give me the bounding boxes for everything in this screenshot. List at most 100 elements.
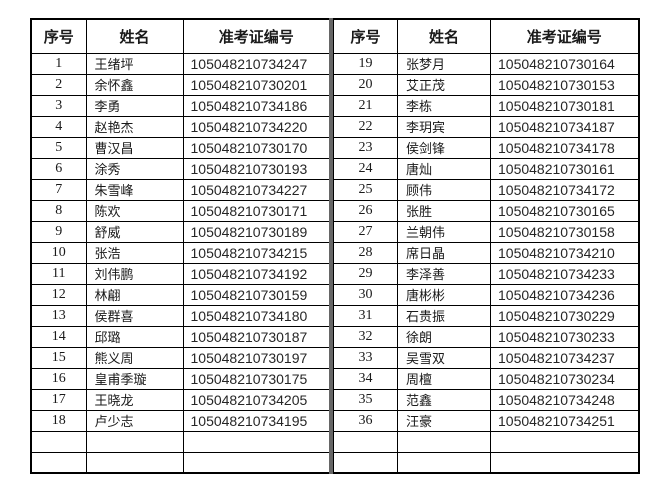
name-cell: 余怀鑫 [85, 73, 184, 96]
table-row [333, 451, 639, 474]
ticket-cell: 105048210734178 [490, 136, 639, 159]
name-cell: 朱雪峰 [85, 178, 184, 201]
seq-cell: 24 [333, 157, 398, 180]
ticket-cell: 105048210734233 [490, 262, 639, 285]
ticket-cell: 105048210730189 [182, 220, 332, 243]
header-name: 姓名 [397, 18, 491, 54]
name-cell: 皇甫季璇 [85, 367, 184, 390]
table-right-body: 19 张梦月 105048210730164 20 艾正茂 105048210730153… [333, 52, 639, 474]
name-cell: 周檀 [397, 367, 491, 390]
table-left: 序号 姓名 准考证编号 1 王绪坪 105048210734247 2 余怀鑫 10504… [30, 18, 333, 474]
table-row: 15 熊义周 105048210730197 [30, 346, 332, 369]
table-row: 29 李泽善 105048210734233 [333, 262, 639, 285]
header-row: 序号 姓名 准考证编号 [30, 18, 332, 54]
name-cell: 邱璐 [85, 325, 184, 348]
table-row: 14 邱璐 105048210730187 [30, 325, 332, 348]
ticket-cell: 105048210734248 [490, 388, 639, 411]
table-row: 25 顾伟 105048210734172 [333, 178, 639, 201]
ticket-cell [490, 430, 639, 453]
ticket-cell: 105048210734187 [490, 115, 639, 138]
table-row: 32 徐朗 105048210730233 [333, 325, 639, 348]
name-cell: 涂秀 [85, 157, 184, 180]
ticket-cell: 105048210730229 [490, 304, 639, 327]
table-row: 3 李勇 105048210734186 [30, 94, 332, 117]
ticket-cell: 105048210734236 [490, 283, 639, 306]
table-right-header: 序号 姓名 准考证编号 [333, 18, 639, 54]
ticket-cell: 105048210734227 [182, 178, 332, 201]
name-cell: 赵艳杰 [85, 115, 184, 138]
table-row: 19 张梦月 105048210730164 [333, 52, 639, 75]
header-ticket: 准考证编号 [182, 18, 332, 54]
table-row: 22 李玥宾 105048210734187 [333, 115, 639, 138]
seq-cell [333, 451, 398, 474]
name-cell [85, 430, 184, 453]
admission-tables: 序号 姓名 准考证编号 1 王绪坪 105048210734247 2 余怀鑫 10504… [30, 18, 640, 474]
name-cell: 艾正茂 [397, 73, 491, 96]
name-cell: 李泽善 [397, 262, 491, 285]
name-cell: 熊义周 [85, 346, 184, 369]
ticket-cell: 105048210734205 [182, 388, 332, 411]
table-row: 4 赵艳杰 105048210734220 [30, 115, 332, 138]
name-cell: 范鑫 [397, 388, 491, 411]
ticket-cell: 105048210734251 [490, 409, 639, 432]
name-cell: 舒威 [85, 220, 184, 243]
seq-cell: 16 [30, 367, 87, 390]
ticket-cell: 105048210730158 [490, 220, 639, 243]
table-row: 9 舒威 105048210730189 [30, 220, 332, 243]
seq-cell: 30 [333, 283, 398, 306]
ticket-cell: 105048210730159 [182, 283, 332, 306]
ticket-cell: 105048210734220 [182, 115, 332, 138]
ticket-cell: 105048210730165 [490, 199, 639, 222]
table-row: 35 范鑫 105048210734248 [333, 388, 639, 411]
seq-cell: 23 [333, 136, 398, 159]
table-right: 序号 姓名 准考证编号 19 张梦月 105048210730164 20 艾正茂 105… [333, 18, 640, 474]
seq-cell: 20 [333, 73, 398, 96]
ticket-cell: 105048210730193 [182, 157, 332, 180]
table-row: 7 朱雪峰 105048210734227 [30, 178, 332, 201]
name-cell: 唐彬彬 [397, 283, 491, 306]
ticket-cell: 105048210730234 [490, 367, 639, 390]
seq-cell: 5 [30, 136, 87, 159]
seq-cell: 18 [30, 409, 87, 432]
seq-cell: 7 [30, 178, 87, 201]
table-row: 24 唐灿 105048210730161 [333, 157, 639, 180]
ticket-cell: 105048210734186 [182, 94, 332, 117]
ticket-cell: 105048210730153 [490, 73, 639, 96]
ticket-cell: 105048210730201 [182, 73, 332, 96]
table-row: 18 卢少志 105048210734195 [30, 409, 332, 432]
seq-cell: 26 [333, 199, 398, 222]
table-row: 36 汪豪 105048210734251 [333, 409, 639, 432]
table-row: 2 余怀鑫 105048210730201 [30, 73, 332, 96]
table-row: 1 王绪坪 105048210734247 [30, 52, 332, 75]
table-row: 23 侯剑锋 105048210734178 [333, 136, 639, 159]
ticket-cell: 105048210730170 [182, 136, 332, 159]
seq-cell: 14 [30, 325, 87, 348]
name-cell: 李栋 [397, 94, 491, 117]
table-row [30, 451, 332, 474]
seq-cell [30, 430, 87, 453]
name-cell: 侯剑锋 [397, 136, 491, 159]
name-cell: 席日晶 [397, 241, 491, 264]
table-left-header: 序号 姓名 准考证编号 [30, 18, 332, 54]
ticket-cell: 105048210734195 [182, 409, 332, 432]
seq-cell: 3 [30, 94, 87, 117]
table-row: 17 王晓龙 105048210734205 [30, 388, 332, 411]
seq-cell: 19 [333, 52, 398, 75]
ticket-cell: 105048210734210 [490, 241, 639, 264]
ticket-cell: 105048210730181 [490, 94, 639, 117]
name-cell: 李勇 [85, 94, 184, 117]
name-cell: 唐灿 [397, 157, 491, 180]
table-row: 33 吴雪双 105048210734237 [333, 346, 639, 369]
seq-cell: 31 [333, 304, 398, 327]
seq-cell: 27 [333, 220, 398, 243]
table-row: 13 侯群喜 105048210734180 [30, 304, 332, 327]
ticket-cell [490, 451, 639, 474]
seq-cell: 17 [30, 388, 87, 411]
table-row: 26 张胜 105048210730165 [333, 199, 639, 222]
table-row: 27 兰朝伟 105048210730158 [333, 220, 639, 243]
seq-cell: 22 [333, 115, 398, 138]
ticket-cell: 105048210734172 [490, 178, 639, 201]
ticket-cell: 105048210730187 [182, 325, 332, 348]
ticket-cell [182, 430, 332, 453]
